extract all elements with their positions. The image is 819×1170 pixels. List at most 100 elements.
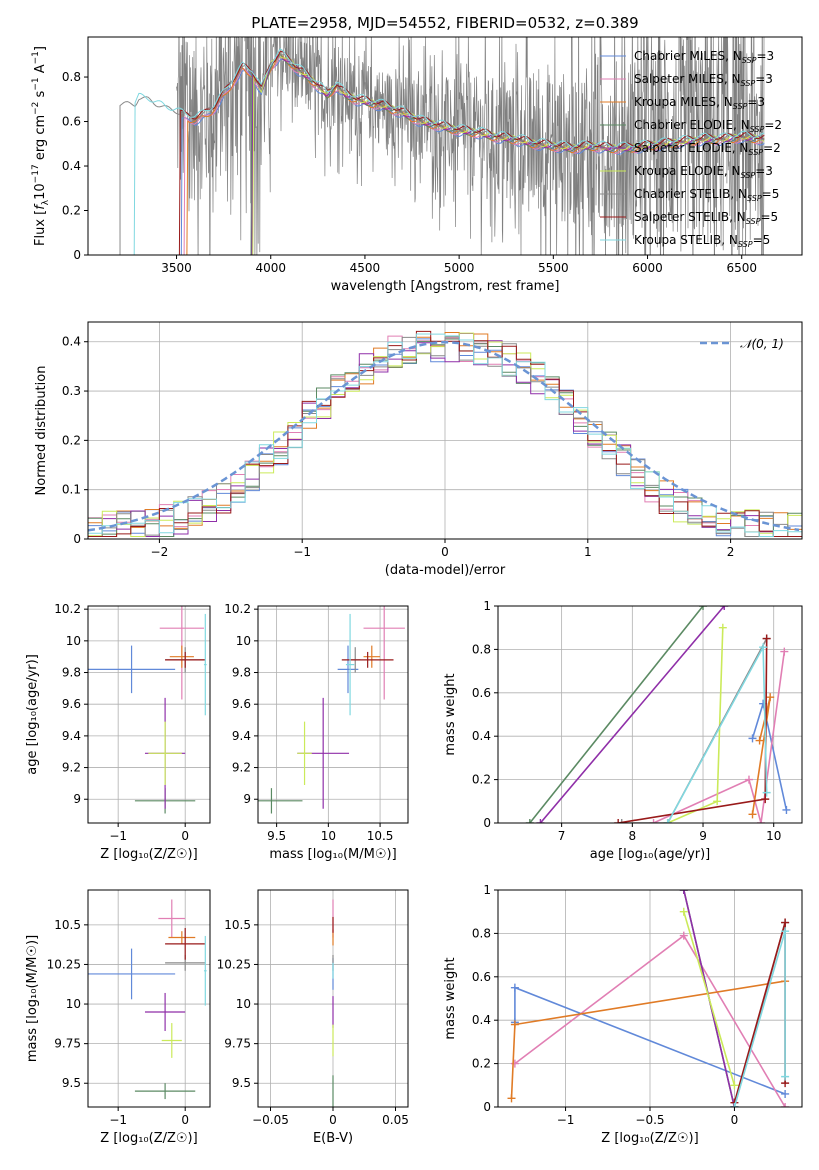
massweight-marker <box>756 819 765 823</box>
x-tick-label: 1 <box>584 545 592 559</box>
errorbar-plot-area <box>88 899 207 1100</box>
x-tick-label: 6500 <box>726 261 757 275</box>
y-tick-label: 0.4 <box>472 1013 491 1027</box>
massweight-marker <box>730 1103 739 1107</box>
y-tick-label: 0.1 <box>62 483 81 497</box>
y-tick-label: 10.5 <box>224 918 251 932</box>
legend-sub: SSP <box>746 217 761 226</box>
y-tick-label: 10 <box>66 634 81 648</box>
y-tick-label: 0 <box>73 248 81 262</box>
axes-frame <box>497 605 803 824</box>
y-tick-label: 9.2 <box>62 761 81 775</box>
x-axis-label: mass [log₁₀(M/M☉)] <box>269 847 396 862</box>
x-axis-label: Z [log₁₀(Z/Z☉)] <box>100 847 197 862</box>
legend-n: , N <box>716 95 733 109</box>
y-label-part: Flux [ <box>33 210 48 246</box>
y-axis-label: mass weight <box>443 673 458 755</box>
y-tick-label: 0 <box>483 816 491 830</box>
y-tick-label: 9.4 <box>62 729 81 743</box>
y-tick-label: 10.2 <box>224 602 251 616</box>
massweight-plot-area <box>525 606 791 823</box>
y-label-part: A <box>33 64 48 77</box>
x-tick-label: 6000 <box>632 261 663 275</box>
y-tick-label: 0.2 <box>472 773 491 787</box>
axes-frame <box>87 605 211 824</box>
y-tick-label: 9.8 <box>232 666 251 680</box>
y-label-part: s <box>33 90 48 101</box>
legend-entry: 𝒩(0, 1) <box>740 337 784 351</box>
y-tick-label: 1 <box>483 883 491 897</box>
x-tick-label: 9 <box>699 829 707 843</box>
y-label-part: −1 <box>31 77 41 90</box>
y-axis-label: Flux [fλ10−17 erg cm−2 s−1 A−1] <box>31 46 51 246</box>
legend-n-value: =5 <box>753 233 771 247</box>
x-axis-label: Z [log₁₀(Z/Z☉)] <box>601 1131 698 1146</box>
legend-n: , N <box>733 118 750 132</box>
legend-entry: Kroupa ELODIE, NSSP=3 <box>634 164 773 180</box>
massweight-marker <box>780 647 789 656</box>
y-tick-label: 0.8 <box>472 642 491 656</box>
chart-title: PLATE=2958, MJD=54552, FIBERID=0532, z=0… <box>251 14 638 32</box>
legend-sub: SSP <box>741 171 756 180</box>
massweight-line <box>751 696 771 815</box>
legend-sub: SSP <box>742 56 757 65</box>
y-axis-label: age [log₁₀(age/yr)] <box>25 654 40 775</box>
massweight-marker <box>782 805 791 814</box>
y-tick-label: 9.75 <box>54 1037 81 1051</box>
legend-model: Salpeter STELIB <box>634 210 729 224</box>
massweight-marker <box>761 795 770 804</box>
massweight-marker <box>679 931 688 940</box>
y-tick-label: 9.75 <box>224 1037 251 1051</box>
y-tick-label: 10 <box>236 997 251 1011</box>
legend-sub: SSP <box>738 240 753 249</box>
y-tick-label: 0.6 <box>472 970 491 984</box>
y-tick-label: 10.5 <box>54 918 81 932</box>
x-tick-label: 4000 <box>255 261 286 275</box>
legend-entry: Salpeter STELIB, NSSP=5 <box>634 210 778 226</box>
massweight-line <box>667 627 724 823</box>
legend-n: , N <box>721 233 738 247</box>
y-tick-label: 0.2 <box>62 204 81 218</box>
x-tick-label: −1 <box>557 1113 575 1127</box>
legend-sub: SSP <box>733 102 748 111</box>
massweight-marker <box>507 1094 516 1103</box>
legend-entry: Salpeter MILES, NSSP=3 <box>634 72 773 88</box>
massweight-marker <box>720 606 729 610</box>
massweight-marker <box>679 907 688 916</box>
y-label-part: erg cm <box>33 115 48 164</box>
errorbar-plot-area <box>88 606 207 814</box>
legend-n: , N <box>732 141 749 155</box>
legend-model: Kroupa ELODIE <box>634 164 724 178</box>
massweight-marker <box>762 788 771 797</box>
massweight-marker <box>510 983 519 992</box>
legend-n-value: =5 <box>760 210 778 224</box>
x-tick-label: 5000 <box>444 261 475 275</box>
massweight-marker <box>663 819 672 823</box>
legend-model: Chabrier MILES <box>634 49 725 63</box>
massweight-line <box>683 911 736 1086</box>
y-tick-label: 9.5 <box>232 1076 251 1090</box>
legend-sub: SSP <box>748 148 763 157</box>
massweight-marker <box>781 918 790 927</box>
x-tick-label: 2 <box>727 545 735 559</box>
legend-model: Salpeter ELODIE <box>634 141 732 155</box>
massweight-marker <box>649 819 658 823</box>
massweight-plot-area <box>507 890 790 1107</box>
x-axis-label: (data-model)/error <box>385 563 506 578</box>
x-tick-label: 7 <box>558 829 566 843</box>
x-tick-label: 0 <box>731 1113 739 1127</box>
legend-entry: Kroupa MILES, NSSP=3 <box>634 95 765 111</box>
x-tick-label: 5500 <box>538 261 569 275</box>
legend-n: , N <box>730 187 747 201</box>
data-layer <box>88 37 802 1107</box>
massweight-marker <box>679 890 688 894</box>
y-tick-label: 0.3 <box>62 384 81 398</box>
legend-model: Chabrier STELIB <box>634 187 730 201</box>
legend-n-value: =3 <box>756 49 774 63</box>
massweight-marker <box>713 797 722 806</box>
y-tick-label: 1 <box>483 599 491 613</box>
legend-n-value: =3 <box>747 95 765 109</box>
y-tick-label: 9 <box>73 792 81 806</box>
x-tick-label: −0.05 <box>252 1113 289 1127</box>
axes-layer <box>84 36 803 1111</box>
